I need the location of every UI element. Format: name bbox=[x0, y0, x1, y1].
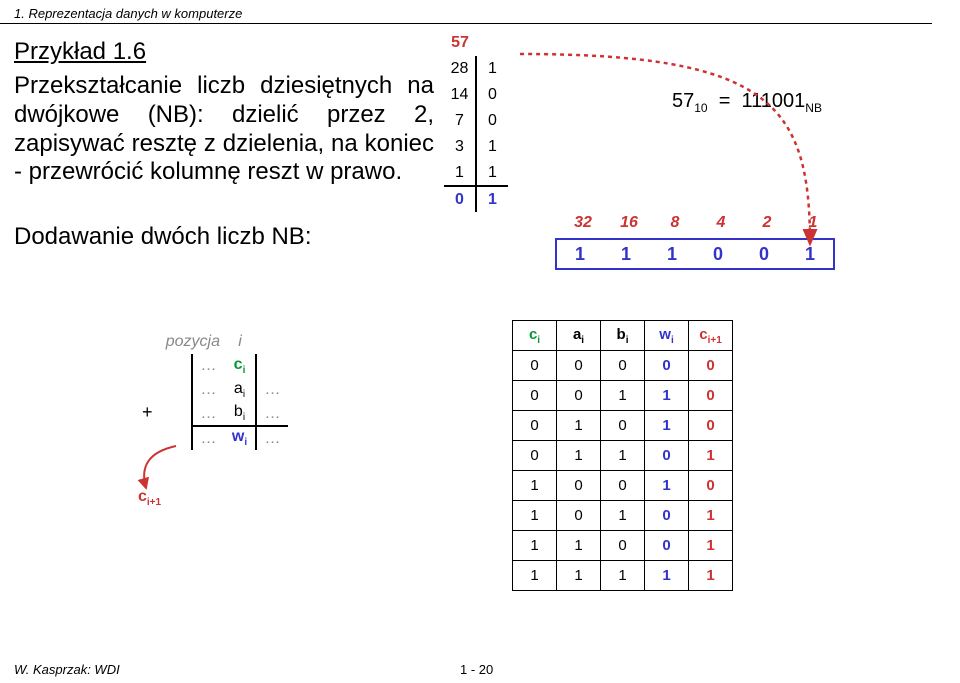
paragraph-1: Przekształcanie liczb dziesiętnych na dw… bbox=[14, 72, 434, 187]
plus-sign: + bbox=[142, 402, 153, 423]
division-table: 57 281 140 70 31 11 01 bbox=[444, 30, 508, 212]
equation: 5710 = 111001NB bbox=[672, 90, 822, 115]
page-number: 1 - 20 bbox=[460, 662, 493, 677]
bit-result-box: 1 1 1 0 0 1 bbox=[555, 238, 835, 270]
addition-diagram: + pozycja i … ci … ai … … bi … … wi bbox=[160, 330, 288, 450]
truth-table: ciaibiwici+1 000000011001010011011001010… bbox=[512, 320, 733, 591]
chapter-header: 1. Reprezentacja danych w komputerze bbox=[0, 0, 932, 24]
paragraph-2: Dodawanie dwóch liczb NB: bbox=[14, 223, 434, 251]
footer-author: W. Kasprzak: WDI bbox=[14, 662, 120, 677]
division-start: 57 bbox=[444, 30, 476, 56]
bit-weights: 32 16 8 4 2 1 bbox=[560, 214, 836, 232]
carry-out-label: ci+1 bbox=[138, 488, 161, 508]
